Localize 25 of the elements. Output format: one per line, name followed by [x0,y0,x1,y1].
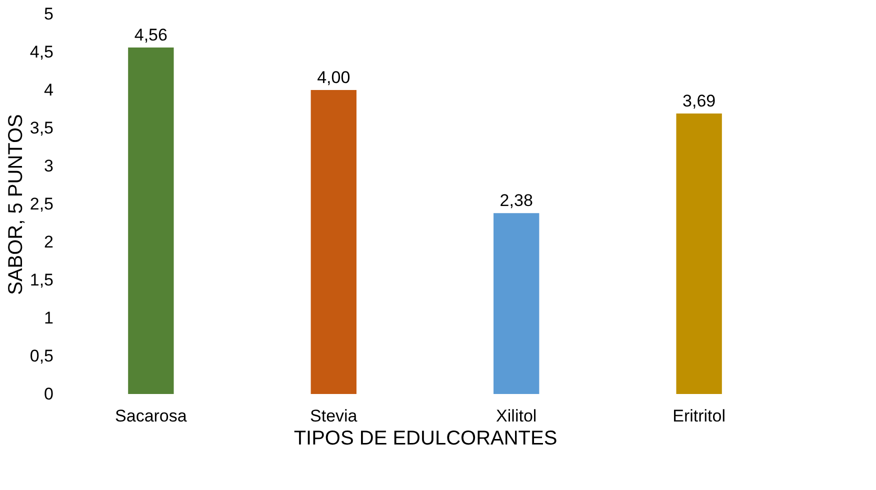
x-tick-label: Eritritol [672,406,726,426]
x-axis-title: TIPOS DE EDULCORANTES [294,428,558,450]
data-label: 2,38 [500,191,533,210]
y-tick-label: 4,5 [30,42,54,62]
x-tick-label: Stevia [310,406,358,426]
y-tick-label: 1,5 [30,270,54,290]
y-axis-title: SABOR, 5 PUNTOS [4,114,27,295]
bar [310,90,356,394]
data-label: 4,56 [134,25,168,44]
bar [494,213,540,394]
y-tick-label: 0,5 [30,346,54,366]
x-tick-label: Xilitol [496,406,537,426]
y-tick-label: 3 [44,156,54,176]
y-tick-label: 1 [44,308,54,328]
y-tick-label: 5 [44,4,54,24]
y-tick-label: 2,5 [30,194,54,214]
y-tick-label: 4 [44,80,54,100]
y-tick-label: 2 [44,232,54,252]
y-tick-label: 0 [44,384,54,404]
x-tick-label: Sacarosa [115,406,188,426]
bar [128,47,174,394]
data-label: 3,69 [682,92,716,111]
data-label: 4,00 [317,68,350,87]
y-tick-label: 3,5 [30,118,54,138]
bar [676,114,722,394]
